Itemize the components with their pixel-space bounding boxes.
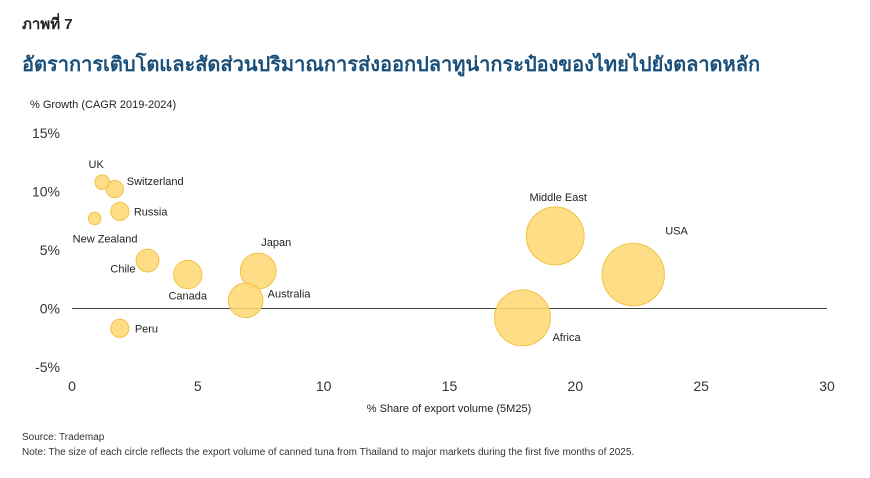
bubble-new-zealand xyxy=(87,211,102,226)
x-axis-ticks: 0 5 10 15 20 25 30 xyxy=(68,378,835,394)
bubble-chile xyxy=(135,248,160,273)
bubble-label-chile: Chile xyxy=(110,264,135,276)
y-axis-title: % Growth (CAGR 2019-2024) xyxy=(30,99,176,111)
x-axis-title: % Share of export volume (5M25) xyxy=(367,403,531,415)
y-tick-label: 15% xyxy=(32,125,60,141)
bubble-usa xyxy=(601,242,665,307)
bubble-africa xyxy=(494,289,551,347)
bubbles xyxy=(87,174,665,347)
bubble-label-peru: Peru xyxy=(135,323,158,335)
bubble-middle-east xyxy=(525,206,585,266)
y-tick-label: 0% xyxy=(40,301,60,317)
bubble-canada xyxy=(173,259,203,290)
x-tick-label: 0 xyxy=(68,378,76,394)
bubble-label-africa: Africa xyxy=(552,332,581,344)
bubble-label-russia: Russia xyxy=(134,206,169,218)
x-tick-label: 15 xyxy=(442,378,458,394)
x-tick-label: 20 xyxy=(568,378,584,394)
bubble-label-new-zealand: New Zealand xyxy=(73,233,138,245)
source-note: Source: Trademap xyxy=(22,432,105,443)
bubble-switzerland xyxy=(105,180,124,199)
bubble-label-japan: Japan xyxy=(261,237,291,249)
bubble-label-uk: UK xyxy=(89,159,105,171)
x-tick-label: 25 xyxy=(693,378,709,394)
x-tick-label: 30 xyxy=(819,378,835,394)
y-axis-ticks: 15% 10% 5% 0% -5% xyxy=(32,125,60,375)
bubble-chart: % Growth (CAGR 2019-2024) % Share of exp… xyxy=(30,99,835,415)
bubble-label-middle-east: Middle East xyxy=(529,192,586,204)
chart-title: อัตราการเติบโตและสัดส่วนปริมาณการส่งออกป… xyxy=(22,54,761,76)
footnote: Note: The size of each circle reflects t… xyxy=(22,447,635,458)
figure-label: ภาพที่ 7 xyxy=(22,16,73,33)
x-tick-label: 5 xyxy=(194,378,202,394)
y-tick-label: -5% xyxy=(35,359,60,375)
bubble-label-canada: Canada xyxy=(168,291,207,303)
y-tick-label: 10% xyxy=(32,184,60,200)
bubble-russia xyxy=(110,201,130,221)
bubble-peru xyxy=(110,318,130,338)
bubble-label-switzerland: Switzerland xyxy=(127,176,184,188)
bubble-australia xyxy=(227,282,264,319)
bubble-label-australia: Australia xyxy=(268,288,312,300)
bubble-uk xyxy=(94,174,110,190)
bubble-labels: UK Switzerland Russia New Zealand Chile Canad… xyxy=(73,159,689,344)
bubble-label-usa: USA xyxy=(665,226,688,238)
x-tick-label: 10 xyxy=(316,378,332,394)
y-tick-label: 5% xyxy=(40,242,60,258)
